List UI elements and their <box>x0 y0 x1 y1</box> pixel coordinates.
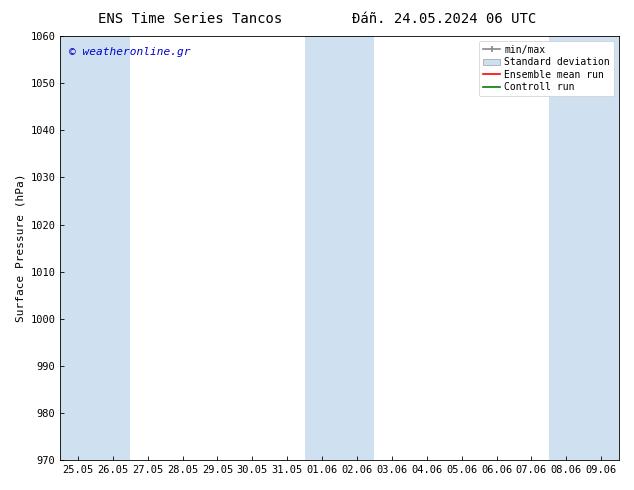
Y-axis label: Surface Pressure (hPa): Surface Pressure (hPa) <box>15 174 25 322</box>
Text: Đáñ. 24.05.2024 06 UTC: Đáñ. 24.05.2024 06 UTC <box>352 12 536 26</box>
Bar <box>60 36 130 460</box>
Text: © weatheronline.gr: © weatheronline.gr <box>69 47 190 57</box>
Text: ENS Time Series Tancos: ENS Time Series Tancos <box>98 12 282 26</box>
Legend: min/max, Standard deviation, Ensemble mean run, Controll run: min/max, Standard deviation, Ensemble me… <box>479 41 614 96</box>
Bar <box>549 36 619 460</box>
Bar <box>305 36 375 460</box>
